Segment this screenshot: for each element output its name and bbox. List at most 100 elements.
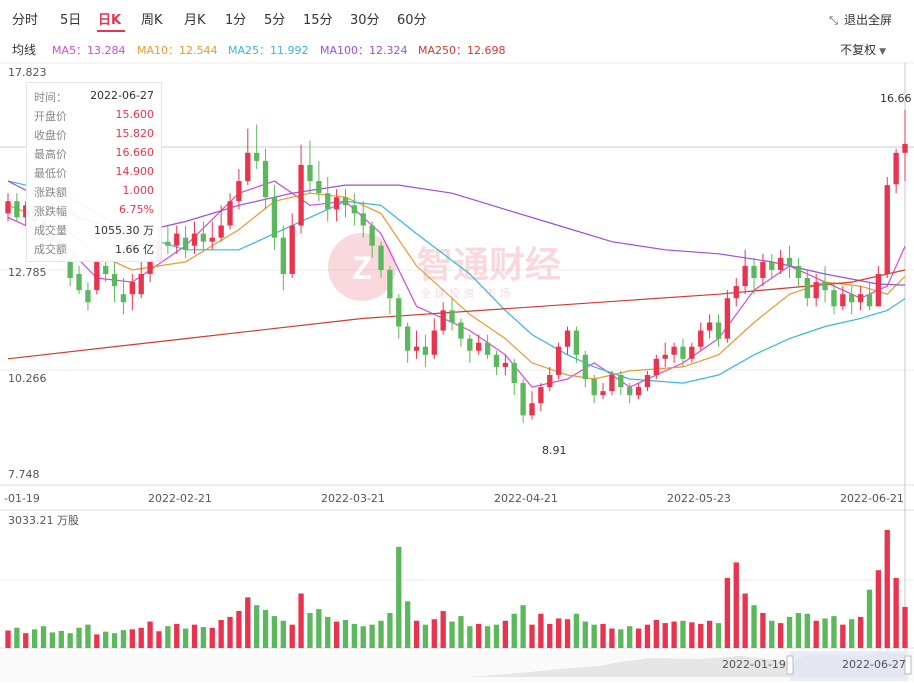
candle-body xyxy=(831,290,837,307)
tooltip-key: 最低价 xyxy=(34,167,67,180)
volume-bar xyxy=(467,626,473,648)
candle-body xyxy=(200,233,207,242)
volume-bar xyxy=(458,616,464,648)
candle-body xyxy=(698,330,704,347)
tab-5min[interactable]: 5分 xyxy=(264,13,286,28)
candle-body xyxy=(5,201,11,214)
candle-body xyxy=(351,205,358,214)
navigator-handle-right[interactable] xyxy=(904,655,912,675)
volume-bar xyxy=(218,619,224,648)
low-annotation: 8.91 xyxy=(542,444,567,457)
volume-bar xyxy=(680,620,686,648)
ma250-value: MA250：12.698 xyxy=(418,44,506,57)
candle-body xyxy=(733,286,739,299)
watermark-text: 智通财经 xyxy=(417,245,561,286)
volume-bar xyxy=(760,612,766,648)
candle-body xyxy=(440,310,446,331)
y-tick-label: 17.823 xyxy=(8,66,47,79)
candle-body xyxy=(777,257,784,270)
ma10-value: MA10：12.544 xyxy=(137,44,218,57)
volume-bar xyxy=(715,623,722,648)
volume-bar xyxy=(325,616,331,648)
volume-bar xyxy=(689,622,695,648)
tab-1min[interactable]: 1分 xyxy=(225,13,247,28)
candle-body xyxy=(23,205,29,218)
volume-bar xyxy=(538,613,544,648)
volume-bar xyxy=(573,613,580,648)
adjust-select[interactable]: 不复权 ▼ xyxy=(840,41,886,58)
x-tick-label: 2022-04-21 xyxy=(494,492,558,505)
volume-bar xyxy=(893,577,899,648)
ma10-line xyxy=(7,192,906,380)
volume-bar xyxy=(342,619,349,648)
adjust-label: 不复权 xyxy=(840,43,877,57)
candle-body xyxy=(262,160,269,198)
candle-body xyxy=(138,273,144,295)
volume-bar xyxy=(431,619,437,648)
candle-body xyxy=(422,346,429,355)
volume-bar xyxy=(671,621,677,648)
tab-30min[interactable]: 30分 xyxy=(350,13,380,28)
volume-bar xyxy=(103,631,109,648)
volume-bar xyxy=(831,616,837,648)
tab-5day[interactable]: 5日 xyxy=(60,13,82,28)
tooltip-value: 15.820 xyxy=(115,127,155,140)
tab-daily-k[interactable]: 日K xyxy=(98,13,122,28)
candle-body xyxy=(484,342,491,355)
candle-body xyxy=(786,257,793,266)
tab-monthly-k[interactable]: 月K xyxy=(184,13,206,28)
exit-fullscreen-label: 退出全屏 xyxy=(843,13,892,27)
candle-body xyxy=(218,225,224,238)
volume-bar xyxy=(67,633,73,648)
navigator-handle-left[interactable] xyxy=(786,655,794,675)
candle-body xyxy=(431,330,437,355)
volume-bar xyxy=(14,627,20,648)
exit-fullscreen-button[interactable]: ⤡ 退出全屏 xyxy=(829,11,892,28)
candle-body xyxy=(94,261,100,291)
candle-body xyxy=(209,237,215,242)
candle-body xyxy=(191,233,198,246)
candle-body xyxy=(529,403,535,416)
watermark-subtext: 全 球 投 资 · 市 场 xyxy=(420,286,510,300)
volume-max-label: 3033.21 万股 xyxy=(8,514,79,527)
navigator-selection[interactable] xyxy=(790,651,908,681)
tooltip-value: 16.660 xyxy=(115,146,155,159)
volume-bar xyxy=(369,624,375,648)
volume-bar xyxy=(635,628,642,648)
candle-body xyxy=(271,197,278,238)
navigator[interactable]: 2022-01-19 2022-06-27 xyxy=(0,651,914,681)
candle-body xyxy=(227,201,233,226)
x-tick-label: -01-19 xyxy=(4,492,40,505)
volume-bar xyxy=(866,589,873,648)
volume-bar xyxy=(742,593,748,648)
volume-bar xyxy=(413,620,420,648)
tab-60min[interactable]: 60分 xyxy=(397,13,427,28)
candle-body xyxy=(182,237,189,250)
volume-bar xyxy=(502,620,509,648)
tab-intraday[interactable]: 分时 xyxy=(12,13,39,28)
volume-bar xyxy=(307,612,313,648)
candle-body xyxy=(325,193,331,210)
volume-bar xyxy=(849,619,855,648)
volume-bars xyxy=(5,530,908,648)
volume-bar xyxy=(111,633,118,648)
watermark-logo-letter: Z xyxy=(352,250,372,286)
volume-bar xyxy=(227,616,233,648)
volume-bar xyxy=(813,620,819,648)
volume-bar xyxy=(120,630,127,648)
volume-bar xyxy=(387,612,393,648)
tab-weekly-k[interactable]: 周K xyxy=(141,13,163,28)
volume-bar xyxy=(875,570,882,648)
candle-body xyxy=(742,265,748,287)
candle-body xyxy=(111,273,118,287)
candle-body xyxy=(618,374,624,388)
volume-bar xyxy=(582,621,588,648)
volume-bar xyxy=(262,609,269,648)
volume-bar xyxy=(351,623,358,648)
volume-bar xyxy=(209,627,215,648)
ma250-line xyxy=(7,269,906,360)
tooltip-key: 成交量 xyxy=(34,224,67,237)
tab-15min[interactable]: 15分 xyxy=(303,13,333,28)
candle-body xyxy=(387,269,393,299)
